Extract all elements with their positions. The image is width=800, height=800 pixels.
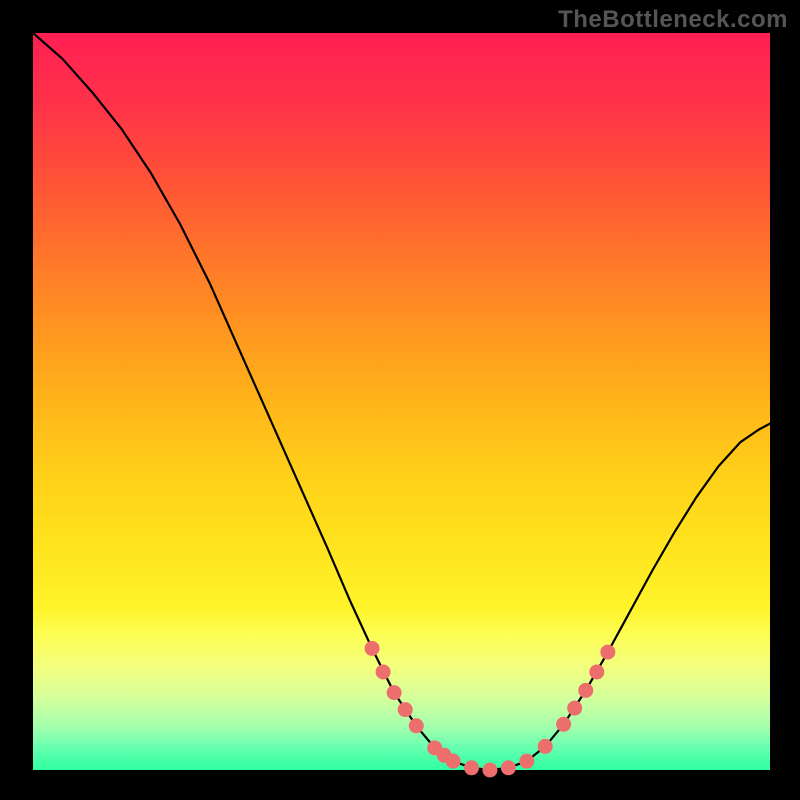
datapoint-marker [464, 760, 479, 775]
datapoint-marker [589, 664, 604, 679]
datapoint-marker [567, 701, 582, 716]
watermark-label: TheBottleneck.com [558, 6, 788, 34]
datapoint-marker [376, 664, 391, 679]
datapoint-marker [365, 641, 380, 656]
datapoint-marker [398, 702, 413, 717]
datapoint-marker [501, 760, 516, 775]
datapoint-marker [519, 754, 534, 769]
datapoint-marker [409, 718, 424, 733]
datapoint-marker [556, 717, 571, 732]
datapoint-marker [446, 754, 461, 769]
datapoint-marker [578, 683, 593, 698]
bottleneck-chart [0, 0, 800, 800]
chart-stage: TheBottleneck.com [0, 0, 800, 800]
chart-plot-bg [33, 33, 770, 770]
datapoint-marker [387, 685, 402, 700]
datapoint-marker [600, 645, 615, 660]
datapoint-marker [538, 739, 553, 754]
datapoint-marker [482, 763, 497, 778]
